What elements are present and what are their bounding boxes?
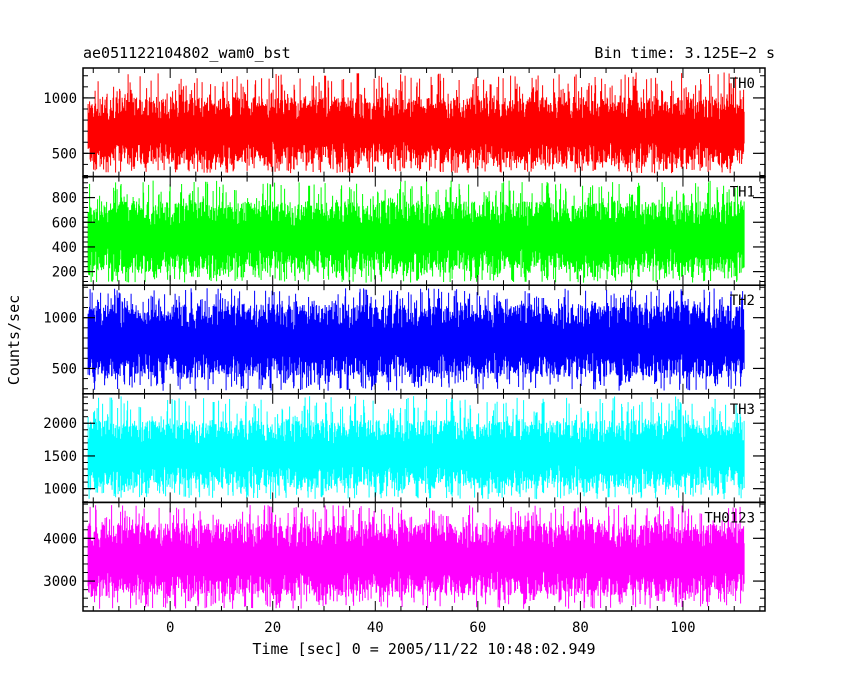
y-tick-label: 3000 [43, 574, 77, 590]
y-tick-label: 1500 [43, 449, 77, 465]
x-tick-label: 40 [367, 620, 384, 636]
y-tick-label: 1000 [43, 482, 77, 498]
x-tick-label: 60 [469, 620, 486, 636]
panel-frame [82, 501, 766, 612]
y-tick-label: 1000 [43, 91, 77, 107]
panel-th0123: 3000 4000 TH0123 [43, 501, 766, 612]
x-tick-label: 80 [572, 620, 589, 636]
y-tick-label: 500 [52, 361, 77, 377]
title-right: Bin time: 3.125E−2 s [594, 44, 775, 62]
series-label: TH0123 [704, 510, 755, 526]
series-label: TH3 [730, 402, 755, 418]
series-line-th0 [87, 72, 745, 174]
y-tick-label: 4000 [43, 531, 77, 547]
x-tick-label: 100 [670, 620, 695, 636]
y-tick-label: 600 [52, 215, 77, 231]
y-tick-label: 400 [52, 240, 77, 256]
y-tick-label: 200 [52, 265, 77, 281]
series-label: TH1 [730, 185, 755, 201]
x-axis-label: Time [sec] 0 = 2005/11/22 10:48:02.949 [252, 640, 595, 658]
x-tick-label: 0 [166, 620, 174, 636]
series-line-th0123 [87, 505, 745, 609]
series-line-th1 [87, 180, 745, 283]
panel-th1: 200 400 600 800 TH1 [52, 175, 766, 286]
y-tick-label: 1000 [43, 311, 77, 327]
panel-th3: 1000 1500 2000 TH3 [43, 393, 766, 504]
y-axis-label: Counts/sec [5, 295, 23, 385]
panel-th0: 500 1000 TH0 [43, 67, 766, 178]
x-tick-label: 20 [264, 620, 281, 636]
panel-th2: 500 1000 TH2 [43, 284, 766, 395]
y-tick-label: 800 [52, 191, 77, 207]
series-label: TH0 [730, 76, 755, 92]
series-label: TH2 [730, 293, 755, 309]
series-line-th3 [87, 396, 745, 500]
title-left: ae051122104802_wam0_bst [83, 44, 291, 62]
series-line-th2 [87, 288, 745, 391]
y-tick-label: 2000 [43, 416, 77, 432]
y-tick-label: 500 [52, 146, 77, 162]
